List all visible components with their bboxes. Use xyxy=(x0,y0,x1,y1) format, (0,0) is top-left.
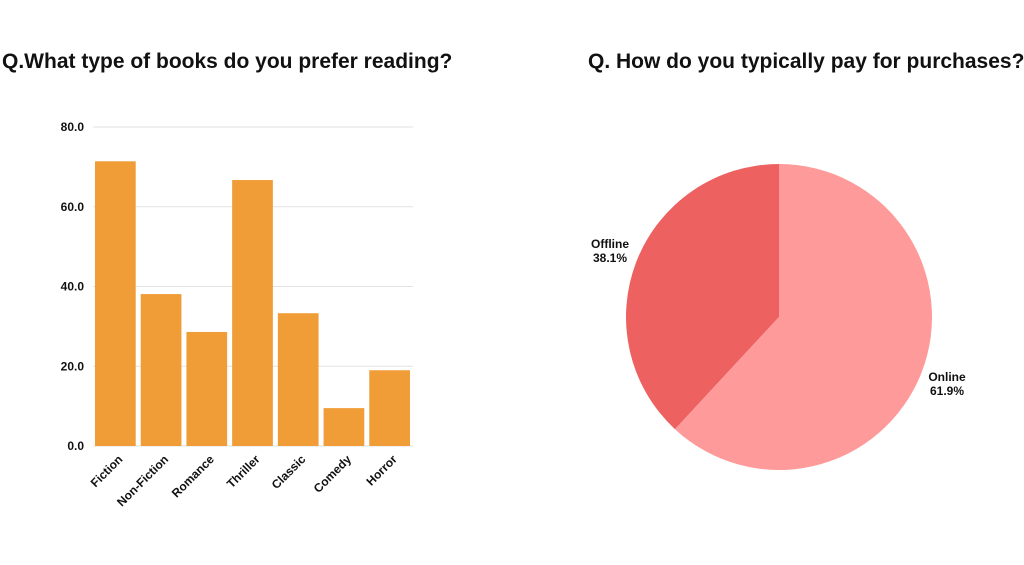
pie-label-offline: Offline xyxy=(591,237,629,251)
y-tick-label: 40.0 xyxy=(61,280,85,294)
pie-percent-online: 61.9% xyxy=(930,384,964,398)
bar-non-fiction xyxy=(140,294,182,446)
pie-chart-title: Q. How do you typically pay for purchase… xyxy=(588,50,1024,73)
y-tick-label: 20.0 xyxy=(61,359,85,373)
pie-percent-offline: 38.1% xyxy=(593,251,627,265)
bar-thriller xyxy=(232,180,273,446)
bar-fiction xyxy=(95,161,136,447)
bar-comedy xyxy=(323,408,365,446)
pie-label-online: Online xyxy=(928,370,966,384)
y-tick-label: 80.0 xyxy=(61,120,85,134)
y-tick-label: 60.0 xyxy=(61,200,85,214)
bar-chart-title: Q.What type of books do you prefer readi… xyxy=(2,50,453,73)
bar-horror xyxy=(369,370,410,446)
bar-romance xyxy=(186,331,228,446)
pie-slice-offline xyxy=(626,164,779,430)
y-tick-label: 0.0 xyxy=(67,439,84,453)
pie-slice-online xyxy=(674,163,933,471)
bar-classic xyxy=(277,313,319,446)
